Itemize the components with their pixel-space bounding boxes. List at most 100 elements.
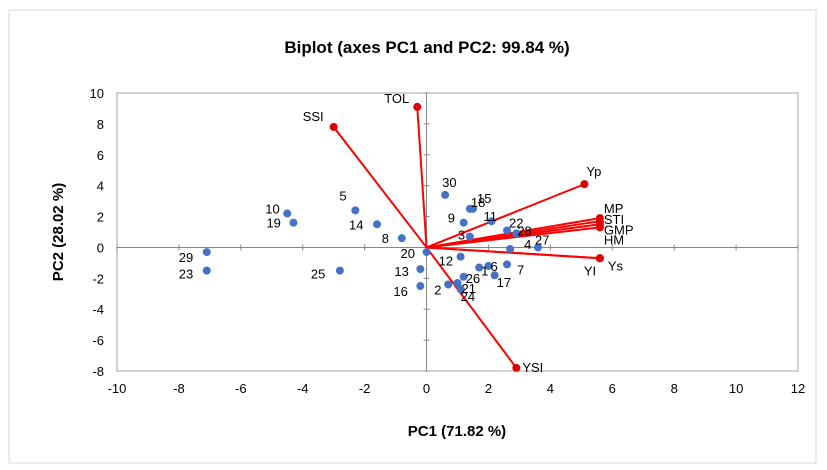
observation-point <box>456 252 465 261</box>
observation-label: 1 <box>481 264 488 279</box>
variable-label: STI <box>604 212 624 227</box>
observation-point <box>459 272 468 281</box>
observation-label: 20 <box>401 246 415 261</box>
x-tick-label: -10 <box>108 381 127 396</box>
plot-area <box>116 92 799 372</box>
observation-label: 22 <box>509 215 523 230</box>
observation-point <box>351 206 360 215</box>
vector-line <box>426 246 600 260</box>
x-tick-label: -4 <box>297 381 309 396</box>
vector-head <box>580 180 589 189</box>
vector-line <box>426 226 601 249</box>
x-tick-label: 10 <box>729 381 743 396</box>
y-axis-title: PC2 (28.02 %) <box>50 183 67 281</box>
observation-label: 4 <box>524 237 531 252</box>
x-tick-label: -2 <box>359 381 371 396</box>
y-tick-label: 4 <box>97 179 104 194</box>
variable-label: YI <box>584 263 596 278</box>
observation-point <box>503 260 512 269</box>
observation-label: 12 <box>439 254 453 269</box>
observation-label: 18 <box>471 195 485 210</box>
variable-label: HM <box>604 232 624 247</box>
y-tick-label: 0 <box>97 240 104 255</box>
observation-point <box>465 204 474 213</box>
x-tick-label: 2 <box>485 381 492 396</box>
vector-line <box>416 106 428 248</box>
observation-point <box>512 229 521 238</box>
y-tick-label: 10 <box>90 86 104 101</box>
observation-point <box>506 244 515 253</box>
observation-point <box>459 218 468 227</box>
x-tick-label: 12 <box>791 381 805 396</box>
observation-point <box>202 266 211 275</box>
observation-label: 26 <box>466 271 480 286</box>
y-tick-label: -2 <box>92 271 104 286</box>
observation-point <box>475 263 484 272</box>
observation-label: 3 <box>458 228 465 243</box>
observation-label: 30 <box>442 175 456 190</box>
observation-label: 9 <box>448 211 455 226</box>
observation-label: 6 <box>490 259 497 274</box>
observation-point <box>490 271 499 280</box>
observation-point <box>484 261 493 270</box>
x-tick-label: -8 <box>173 381 185 396</box>
observation-label: 16 <box>393 284 407 299</box>
vector-head <box>413 102 422 111</box>
vector-head <box>512 363 521 372</box>
y-tick-label: 6 <box>97 148 104 163</box>
observation-label: 24 <box>461 289 475 304</box>
variable-label: YSI <box>522 360 543 375</box>
observation-label: 15 <box>477 191 491 206</box>
chart-title: Biplot (axes PC1 and PC2: 99.84 %) <box>284 38 569 57</box>
y-tick-label: -6 <box>92 333 104 348</box>
variable-label: TOL <box>384 91 409 106</box>
observation-label: 29 <box>179 250 193 265</box>
variable-label: MP <box>604 201 624 216</box>
observation-point <box>397 234 406 243</box>
observation-label: 28 <box>517 224 531 239</box>
observation-label: 2 <box>434 283 441 298</box>
variable-label: SSI <box>303 109 324 124</box>
x-tick-label: 0 <box>423 381 430 396</box>
observation-label: 17 <box>497 275 511 290</box>
observation-point <box>373 220 382 229</box>
observation-label: 19 <box>266 216 280 231</box>
observation-point <box>202 248 211 257</box>
vector-head <box>595 223 604 232</box>
observation-label: 23 <box>179 267 193 282</box>
x-tick-label: -6 <box>235 381 247 396</box>
observation-label: 21 <box>462 281 476 296</box>
observation-label: 13 <box>394 264 408 279</box>
vector-line <box>426 183 585 249</box>
observation-label: 11 <box>484 209 498 224</box>
observation-point <box>533 243 542 252</box>
vector-line <box>425 246 518 369</box>
observation-points <box>202 190 542 294</box>
y-tick-label: 2 <box>97 210 104 225</box>
observation-label: 14 <box>349 217 363 232</box>
observation-point <box>441 190 450 199</box>
observation-point <box>289 218 298 227</box>
y-tick-label: -8 <box>92 364 104 379</box>
observation-label: 5 <box>339 188 346 203</box>
observation-label: 10 <box>265 201 279 216</box>
observation-point <box>283 209 292 218</box>
observation-point <box>456 285 465 294</box>
variable-label: Yp <box>586 164 601 179</box>
observation-point <box>465 232 474 241</box>
x-tick-label: 4 <box>547 381 554 396</box>
variable-label: Ys <box>608 258 624 273</box>
vector-head <box>595 254 604 263</box>
observation-label: 25 <box>311 267 325 282</box>
observation-point <box>416 265 425 274</box>
observation-point <box>487 217 496 226</box>
observation-label: 8 <box>382 231 389 246</box>
observation-point <box>335 266 344 275</box>
y-tick-label: 8 <box>97 117 104 132</box>
observation-point <box>453 278 462 287</box>
y-tick-label: -4 <box>92 302 104 317</box>
